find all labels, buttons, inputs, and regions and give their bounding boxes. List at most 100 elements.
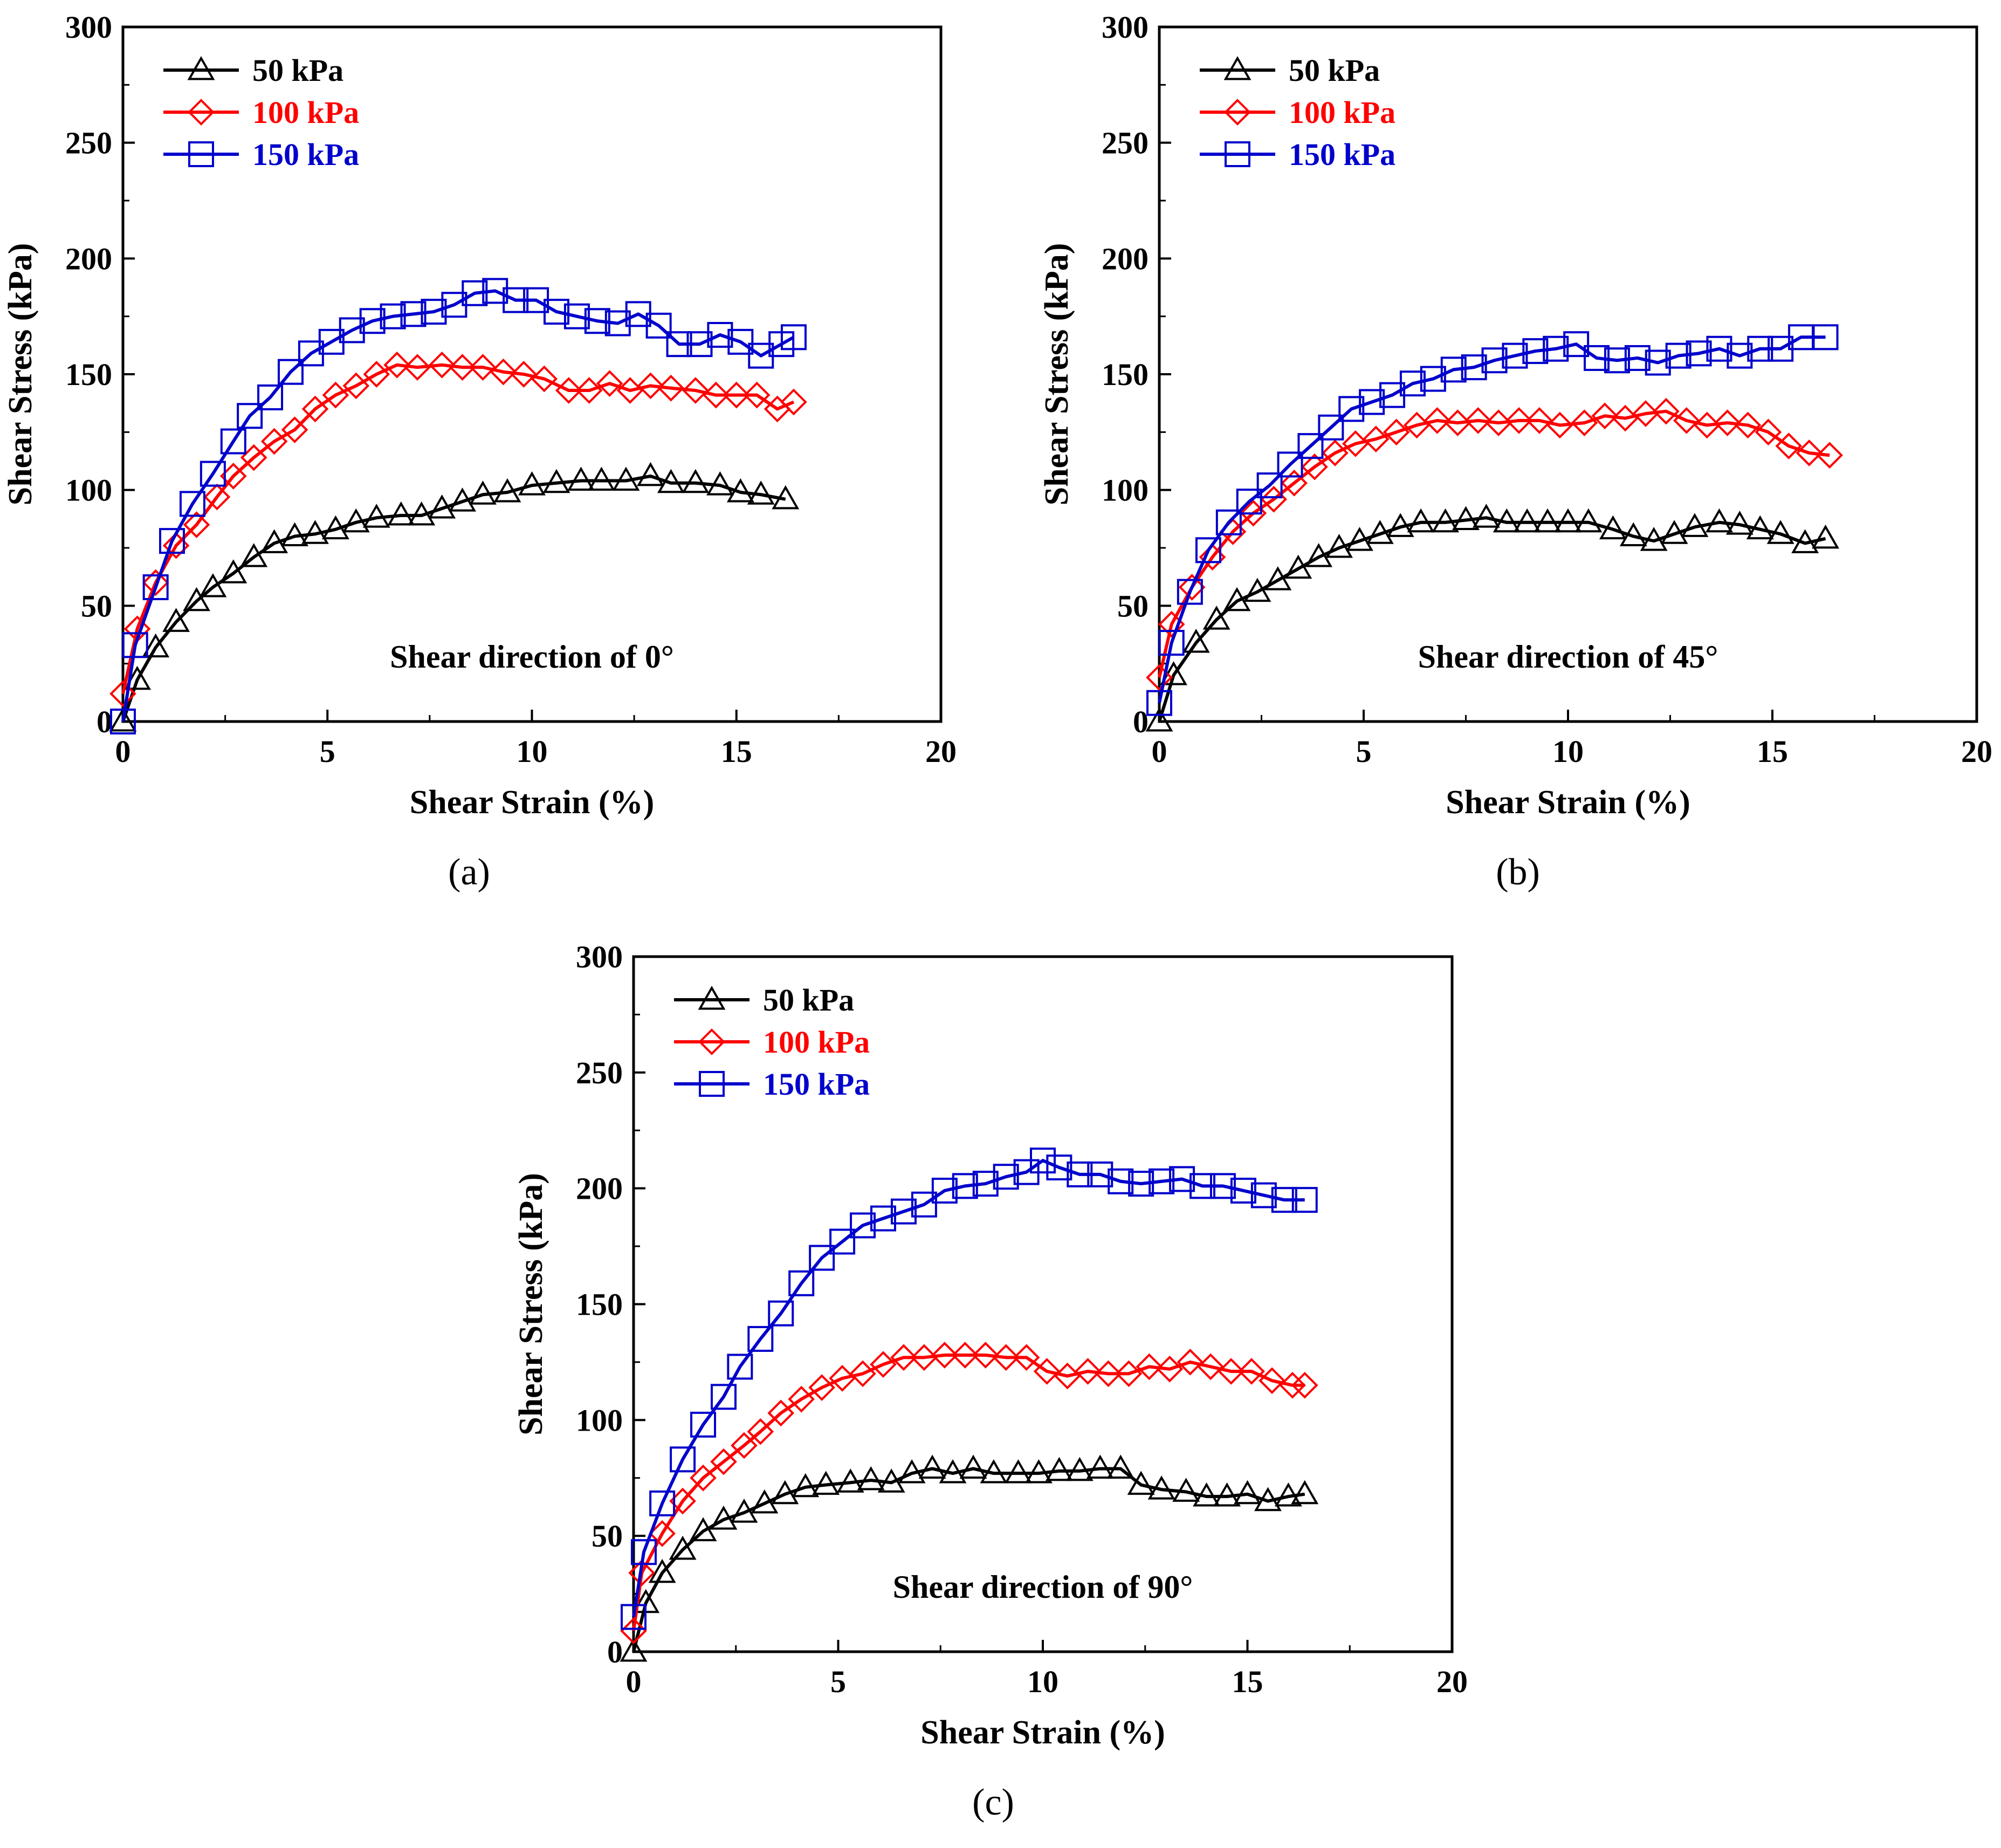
data-point <box>1673 407 1700 434</box>
data-point <box>490 358 517 386</box>
data-point <box>710 1448 737 1475</box>
data-point <box>1213 1482 1241 1507</box>
plot-frame <box>121 25 943 723</box>
data-point <box>1563 331 1590 358</box>
data-point <box>1604 347 1630 374</box>
x-tick-label: 20 <box>925 734 957 769</box>
data-point <box>1366 520 1394 544</box>
data-point <box>1591 402 1619 430</box>
data-point <box>689 1517 717 1542</box>
data-point <box>649 1490 676 1517</box>
data-point <box>277 359 304 385</box>
data-point <box>1645 349 1671 376</box>
y-tick-label: 150 <box>576 1287 623 1322</box>
data-point <box>670 1446 696 1473</box>
data-point <box>220 428 246 455</box>
data-point <box>727 328 754 355</box>
legend-label: 50 kPa <box>1289 53 1380 88</box>
data-point <box>890 1344 917 1371</box>
data-point <box>690 1411 717 1438</box>
data-point <box>1067 1161 1093 1187</box>
data-point <box>142 633 170 658</box>
legend-label: 150 kPa <box>763 1067 870 1102</box>
data-point <box>1297 433 1324 459</box>
data-point <box>462 280 488 306</box>
data-point <box>706 471 734 496</box>
data-point <box>780 388 807 416</box>
data-point <box>1065 1457 1094 1481</box>
legend-label: 100 kPa <box>1289 95 1395 130</box>
data-point <box>1209 1173 1236 1199</box>
data-point <box>1195 537 1221 564</box>
data-point <box>1291 1187 1318 1213</box>
data-point <box>702 381 730 409</box>
data-point <box>1182 628 1210 653</box>
series-line <box>1158 516 1826 722</box>
legend-label: 100 kPa <box>763 1025 870 1060</box>
y-axis-title: Shear Stress (kPa) <box>1039 243 1075 506</box>
data-point <box>200 461 226 487</box>
legend-label: 100 kPa <box>252 95 359 130</box>
data-point <box>1156 1355 1184 1383</box>
series-100-kpa <box>620 1342 1318 1645</box>
data-point <box>301 520 329 544</box>
data-point <box>604 310 631 336</box>
data-point <box>1755 418 1782 446</box>
data-point <box>1256 472 1283 499</box>
data-point <box>1318 414 1344 441</box>
data-point <box>362 504 390 528</box>
data-point <box>260 428 288 455</box>
data-point <box>727 1354 753 1380</box>
data-point <box>771 1480 799 1504</box>
data-point <box>1632 400 1659 427</box>
data-point <box>1362 425 1390 453</box>
data-point <box>1812 324 1839 351</box>
data-point <box>503 287 529 313</box>
data-point <box>183 587 210 612</box>
data-point <box>959 1454 987 1479</box>
data-point <box>518 471 546 496</box>
data-point <box>809 1245 835 1271</box>
data-point <box>1177 579 1203 605</box>
y-tick-label: 150 <box>1102 357 1149 392</box>
data-point <box>931 1177 958 1204</box>
data-point <box>587 466 615 491</box>
data-point <box>159 528 185 554</box>
data-point <box>183 511 210 538</box>
data-point <box>1653 397 1680 425</box>
data-point <box>1452 506 1480 530</box>
data-point <box>649 1520 676 1547</box>
series-50-kpa <box>620 1454 1319 1662</box>
series-line <box>1158 335 1826 704</box>
data-point <box>1136 1353 1163 1380</box>
data-point <box>339 317 365 344</box>
data-point <box>322 381 349 409</box>
data-point <box>780 324 807 351</box>
y-tick-label: 150 <box>65 357 112 392</box>
data-point <box>1197 1353 1225 1380</box>
y-tick-label: 100 <box>1102 473 1149 508</box>
data-point <box>1424 407 1451 434</box>
data-point <box>469 354 497 381</box>
series-150-kpa <box>621 1148 1318 1630</box>
data-point <box>1513 508 1541 533</box>
data-point <box>1033 1358 1061 1385</box>
data-point <box>972 1171 999 1197</box>
legend-marker <box>698 985 726 1010</box>
data-point <box>404 354 431 381</box>
data-point <box>682 469 710 493</box>
series-50-kpa <box>1145 504 1839 732</box>
x-tick-label: 0 <box>626 1664 642 1699</box>
legend-label: 50 kPa <box>252 53 343 88</box>
data-point <box>1108 1168 1134 1194</box>
data-point <box>493 478 521 503</box>
y-tick-label: 100 <box>576 1403 623 1438</box>
data-point <box>620 1637 648 1662</box>
legend-entry: 50 kPa <box>163 53 343 88</box>
x-tick-label: 15 <box>1757 734 1788 769</box>
data-point <box>707 322 733 348</box>
data-point <box>726 478 754 503</box>
data-point <box>531 365 558 393</box>
data-point <box>1223 587 1251 612</box>
